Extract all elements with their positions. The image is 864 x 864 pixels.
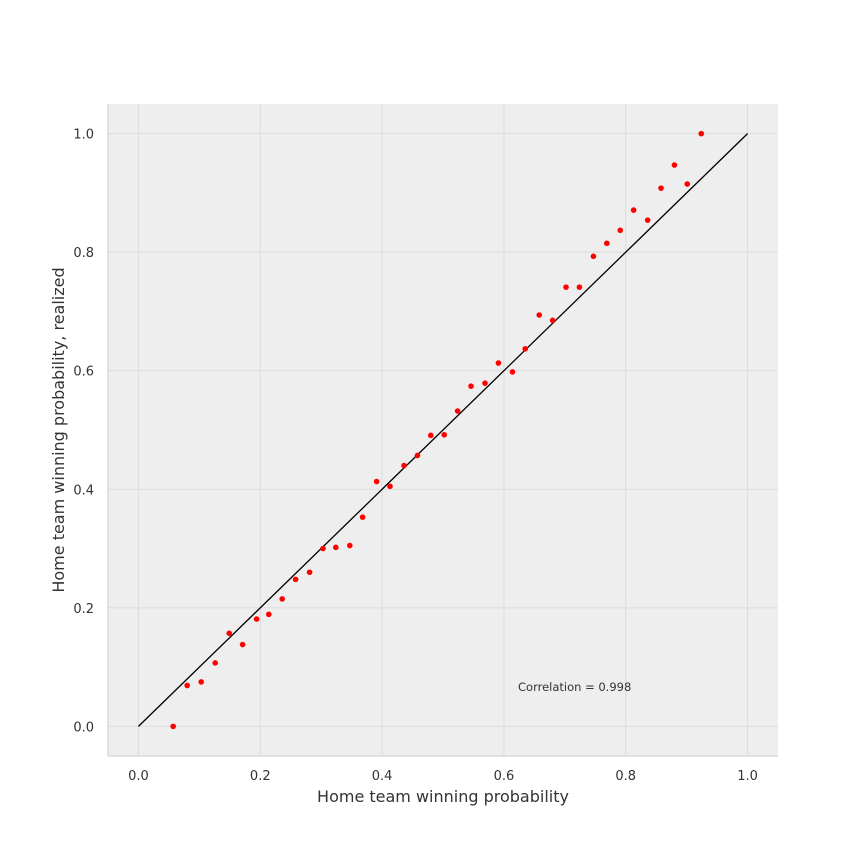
y-tick-label: 0.0 <box>73 720 94 735</box>
data-point <box>671 162 678 168</box>
data-point <box>212 660 218 666</box>
data-point <box>563 284 569 290</box>
y-tick-label: 0.4 <box>73 483 94 498</box>
data-point <box>441 431 448 438</box>
data-point <box>279 596 286 602</box>
grid-lines <box>108 104 778 756</box>
data-point <box>536 312 543 318</box>
data-point <box>617 227 624 234</box>
data-point <box>239 641 246 648</box>
data-point <box>509 369 516 375</box>
data-point <box>549 317 556 324</box>
data-point <box>604 240 610 247</box>
data-point <box>306 569 313 576</box>
data-point <box>226 630 233 637</box>
x-tick-label: 0.0 <box>128 769 149 784</box>
x-tick-label: 0.2 <box>250 769 271 784</box>
x-tick-labels: 0.0 0.2 0.4 0.6 0.8 1.0 <box>128 769 758 784</box>
correlation-annotation: Correlation = 0.998 <box>518 680 631 694</box>
data-point <box>482 380 488 386</box>
data-point <box>468 383 474 389</box>
y-tick-label: 1.0 <box>73 128 94 143</box>
data-point <box>359 514 366 520</box>
x-tick-label: 1.0 <box>737 769 758 784</box>
x-tick-label: 0.8 <box>615 769 636 784</box>
data-point <box>590 253 597 260</box>
y-axis-label: Home team winning probability, realized <box>49 267 68 592</box>
data-point <box>292 576 299 583</box>
data-point <box>454 408 461 414</box>
data-point <box>387 483 393 490</box>
data-point <box>198 679 204 685</box>
data-point <box>401 462 407 469</box>
data-point <box>644 217 651 223</box>
data-point <box>698 130 705 137</box>
y-tick-label: 0.2 <box>73 602 94 617</box>
reference-diagonal-line <box>138 133 748 727</box>
x-tick-label: 0.6 <box>494 769 515 784</box>
data-point <box>428 432 434 439</box>
data-point <box>170 723 176 730</box>
y-tick-label: 0.6 <box>73 365 94 380</box>
y-tick-label: 0.8 <box>73 246 94 261</box>
data-point <box>266 611 272 618</box>
data-point <box>333 544 339 551</box>
y-tick-labels: 0.0 0.2 0.4 0.6 0.8 1.0 <box>73 128 94 736</box>
x-axis-label: Home team winning probability <box>317 787 569 806</box>
data-point <box>320 545 326 552</box>
data-point <box>253 616 260 622</box>
data-points <box>170 130 705 730</box>
data-point <box>347 542 353 549</box>
data-point <box>630 207 637 213</box>
data-point <box>684 181 691 187</box>
data-point <box>414 452 421 459</box>
data-point <box>658 185 664 191</box>
data-point <box>576 284 583 290</box>
x-tick-label: 0.4 <box>372 769 393 784</box>
data-point <box>184 682 190 689</box>
data-point <box>495 360 502 366</box>
data-point <box>373 478 380 485</box>
data-point <box>522 345 529 352</box>
